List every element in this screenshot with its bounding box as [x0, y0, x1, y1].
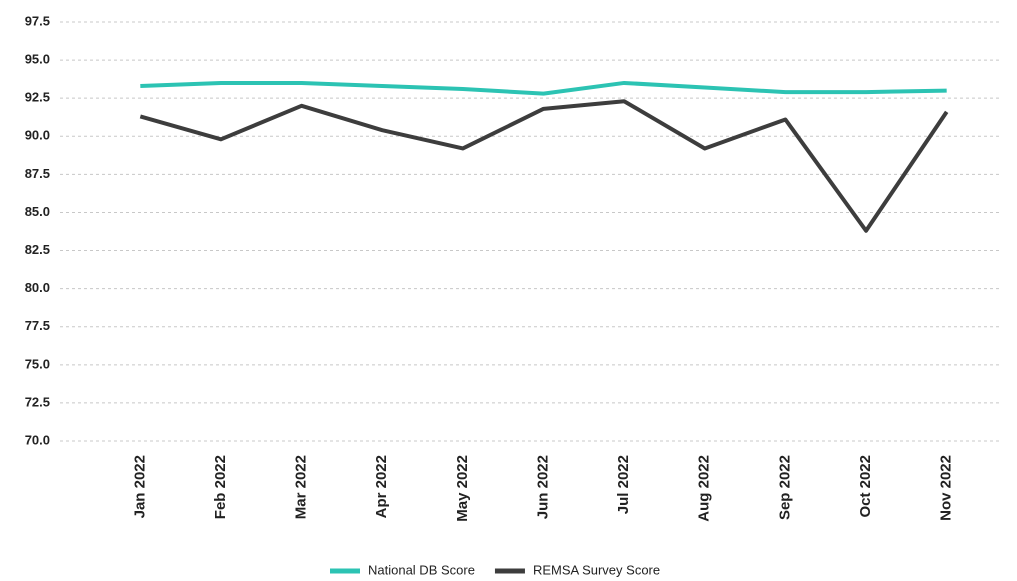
- x-tick-label: Sep 2022: [776, 455, 793, 520]
- y-tick-label: 77.5: [25, 318, 50, 333]
- x-tick-label: Apr 2022: [373, 455, 390, 518]
- x-tick-label: Feb 2022: [212, 455, 229, 519]
- y-tick-label: 82.5: [25, 242, 50, 257]
- legend-label: REMSA Survey Score: [533, 562, 660, 577]
- y-tick-label: 75.0: [25, 356, 50, 371]
- y-tick-label: 70.0: [25, 432, 50, 447]
- legend-label: National DB Score: [368, 562, 475, 577]
- x-tick-label: Nov 2022: [938, 455, 955, 521]
- y-tick-label: 72.5: [25, 394, 50, 409]
- x-tick-label: Jun 2022: [534, 455, 551, 519]
- y-tick-label: 87.5: [25, 166, 50, 181]
- x-tick-label: Jul 2022: [615, 455, 632, 514]
- x-tick-label: Jan 2022: [131, 455, 148, 518]
- y-tick-label: 80.0: [25, 280, 50, 295]
- y-tick-label: 97.5: [25, 13, 50, 28]
- series-line: [139, 99, 949, 233]
- y-tick-label: 90.0: [25, 128, 50, 143]
- x-tick-label: May 2022: [454, 455, 471, 522]
- y-tick-label: 95.0: [25, 52, 50, 67]
- x-tick-label: Oct 2022: [857, 455, 874, 518]
- y-tick-label: 92.5: [25, 90, 50, 105]
- series-line: [140, 80, 947, 96]
- y-tick-label: 85.0: [25, 204, 50, 219]
- x-tick-label: Mar 2022: [293, 455, 310, 519]
- x-tick-label: Aug 2022: [696, 455, 713, 522]
